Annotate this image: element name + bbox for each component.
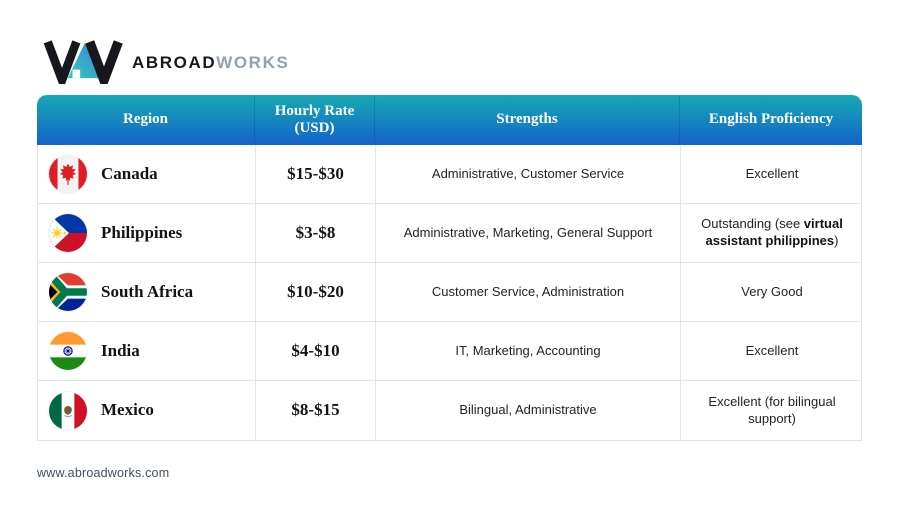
brand-logo: ABROADWORKS [42,38,289,84]
strengths-value: Customer Service, Administration [376,263,681,321]
english-proficiency-value: Excellent [745,165,799,181]
brand-wordmark: ABROADWORKS [132,53,289,73]
region-name: Canada [101,163,158,183]
table-body: Canada $15-$30 Administrative, Customer … [37,145,862,441]
column-header-region: Region [37,95,255,145]
region-name: Mexico [101,400,154,420]
comparison-table: Region Hourly Rate (USD) Strengths Engli… [37,95,862,441]
english-proficiency-value: Outstanding (see virtual assistant phili… [701,216,843,248]
english-proficiency-value: Excellent [745,342,799,358]
brand-name-works: WORKS [216,53,290,72]
hourly-rate-value: $15-$30 [256,145,376,203]
region-cell: South Africa [38,263,256,321]
english-proficiency-value: Excellent (for bilingual support) [708,393,836,426]
hourly-rate-value: $3-$8 [256,204,376,262]
region-cell: Mexico [38,381,256,440]
brand-name-abroad: ABROAD [132,53,217,72]
canada-flag-icon [49,155,87,193]
column-header-english-proficiency: English Proficiency [708,111,834,128]
column-header-hourly-rate: Hourly Rate (USD) [255,95,375,145]
strengths-value: Administrative, Marketing, General Suppo… [376,204,681,262]
philippines-flag-icon [49,214,87,252]
hourly-rate-value: $10-$20 [256,263,376,321]
abroadworks-logo-icon [43,40,123,84]
region-name: Philippines [101,222,183,242]
india-flag-icon [49,332,87,370]
strengths-value: IT, Marketing, Accounting [376,322,681,380]
table-header-row: Region Hourly Rate (USD) Strengths Engli… [37,95,862,145]
region-cell: Philippines [38,204,256,262]
english-proficiency-value: Very Good [741,283,803,299]
hourly-rate-value: $4-$10 [256,322,376,380]
region-name: South Africa [101,281,194,301]
hourly-rate-value: $8-$15 [256,381,376,440]
strengths-value: Bilingual, Administrative [376,381,681,440]
strengths-value: Administrative, Customer Service [376,145,681,203]
table-row: South Africa $10-$20 Customer Service, A… [38,263,861,322]
website-url: www.abroadworks.com [37,466,170,480]
table-row: Mexico $8-$15 Bilingual, Administrative … [38,381,861,440]
mexico-flag-icon [49,392,87,430]
region-cell: Canada [38,145,256,203]
table-row: Canada $15-$30 Administrative, Customer … [38,145,861,204]
south-africa-flag-icon [49,273,87,311]
column-header-strengths: Strengths [375,95,680,145]
table-row: India $4-$10 IT, Marketing, Accounting E… [38,322,861,381]
region-cell: India [38,322,256,380]
region-name: India [101,340,140,360]
table-row: Philippines $3-$8 Administrative, Market… [38,204,861,263]
